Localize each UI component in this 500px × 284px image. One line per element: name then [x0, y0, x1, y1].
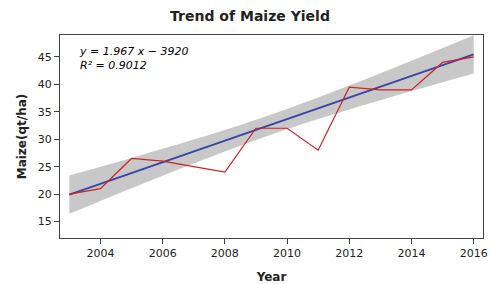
svg-text:Trend of Maize Yield: Trend of Maize Yield	[170, 8, 330, 24]
svg-text:Year: Year	[256, 270, 287, 284]
svg-text:2012: 2012	[335, 247, 363, 260]
svg-text:15: 15	[38, 215, 52, 228]
svg-text:45: 45	[38, 51, 52, 64]
svg-text:2006: 2006	[149, 247, 177, 260]
svg-text:2004: 2004	[86, 247, 114, 260]
svg-text:30: 30	[38, 133, 52, 146]
svg-text:2014: 2014	[397, 247, 425, 260]
svg-text:20: 20	[38, 188, 52, 201]
svg-text:40: 40	[38, 78, 52, 91]
svg-text:2010: 2010	[273, 247, 301, 260]
svg-text:y = 1.967 x − 3920R² = 0.9012: y = 1.967 x − 3920R² = 0.9012	[79, 45, 188, 72]
svg-text:25: 25	[38, 161, 52, 174]
svg-text:2016: 2016	[460, 247, 488, 260]
svg-text:Maize(qt/ha): Maize(qt/ha)	[15, 94, 29, 180]
svg-text:2008: 2008	[211, 247, 239, 260]
svg-text:35: 35	[38, 106, 52, 119]
